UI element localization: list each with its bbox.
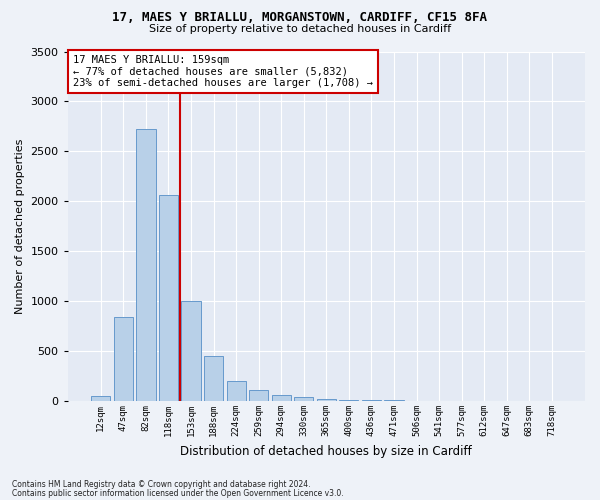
Bar [114, 317, 133, 401]
Bar [407, 400, 426, 401]
Bar [362, 400, 381, 401]
Text: Contains public sector information licensed under the Open Government Licence v3: Contains public sector information licen… [12, 489, 344, 498]
Text: Size of property relative to detached houses in Cardiff: Size of property relative to detached ho… [149, 24, 451, 34]
Bar [294, 396, 313, 401]
Bar [227, 381, 246, 401]
Text: Contains HM Land Registry data © Crown copyright and database right 2024.: Contains HM Land Registry data © Crown c… [12, 480, 311, 489]
Text: 17, MAES Y BRIALLU, MORGANSTOWN, CARDIFF, CF15 8FA: 17, MAES Y BRIALLU, MORGANSTOWN, CARDIFF… [113, 11, 487, 24]
Bar [204, 356, 223, 401]
Bar [385, 400, 404, 401]
Bar [159, 196, 178, 401]
X-axis label: Distribution of detached houses by size in Cardiff: Distribution of detached houses by size … [181, 444, 472, 458]
Y-axis label: Number of detached properties: Number of detached properties [15, 138, 25, 314]
Text: 17 MAES Y BRIALLU: 159sqm
← 77% of detached houses are smaller (5,832)
23% of se: 17 MAES Y BRIALLU: 159sqm ← 77% of detac… [73, 55, 373, 88]
Bar [181, 300, 200, 401]
Bar [249, 390, 268, 401]
Bar [136, 130, 155, 401]
Bar [91, 396, 110, 401]
Bar [340, 400, 358, 401]
Bar [317, 398, 336, 401]
Bar [272, 394, 291, 401]
